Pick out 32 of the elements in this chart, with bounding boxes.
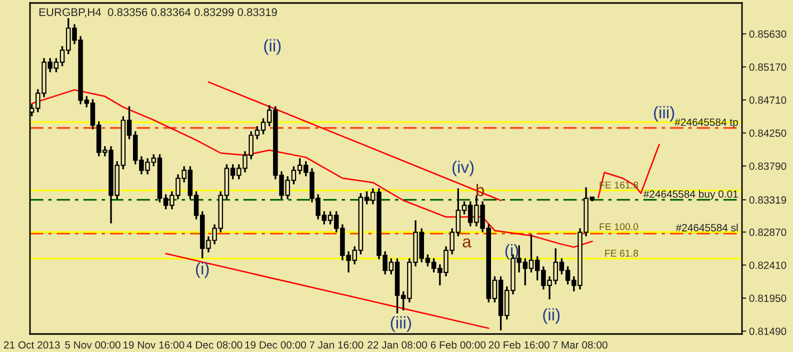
x-tick-label: 7 Jan 16:00	[310, 341, 364, 349]
annotation: a	[462, 238, 472, 248]
x-tick-label: 6 Feb 00:00	[430, 340, 486, 349]
y-tick-label: 0.81950	[749, 294, 786, 302]
ref-line-label: FE 61.8	[605, 250, 638, 257]
x-tick-label: 20 Feb 16:00	[488, 340, 550, 349]
y-tick-label: 0.82410	[749, 262, 786, 269]
y-tick-label: 0.83790	[749, 162, 786, 170]
y-tick-label: 0.84250	[749, 129, 786, 137]
y-tick-label: 0.82870	[749, 228, 786, 236]
ref-line-label: #24645584 sl	[676, 224, 738, 232]
annotation: (iii)	[654, 106, 674, 122]
y-tick-label: 0.84710	[749, 96, 786, 104]
x-tick-label: 19 Nov 16:00	[123, 341, 184, 349]
ref-line-label: FE 100.0	[600, 223, 638, 230]
x-tick-label: 7 Mar 08:00	[552, 341, 608, 349]
ref-line-label: #24645584 buy 0.01	[643, 190, 738, 200]
annotation: (ii)	[543, 308, 560, 324]
y-tick-label: 0.81490	[749, 328, 786, 336]
y-tick-label: 0.85170	[749, 63, 786, 71]
chart-title: EURGBP,H4 0.83356 0.83364 0.83299 0.83319	[39, 8, 277, 18]
x-tick-label: 4 Dec 08:00	[186, 341, 242, 349]
annotation: (iv)	[452, 160, 474, 176]
y-tick-label: 0.85630	[749, 30, 786, 38]
annotation: (i)	[196, 262, 209, 278]
x-tick-label: 19 Dec 00:00	[245, 341, 306, 349]
x-tick-label: 5 Nov 00:00	[65, 341, 120, 349]
x-tick-label: 21 Oct 2013	[4, 341, 60, 349]
annotation: (ii)	[264, 39, 281, 55]
y-tick-label: 0.83319	[749, 196, 786, 204]
x-tick-label: 22 Jan 08:00	[368, 341, 427, 349]
annotation: (iii)	[390, 316, 411, 332]
